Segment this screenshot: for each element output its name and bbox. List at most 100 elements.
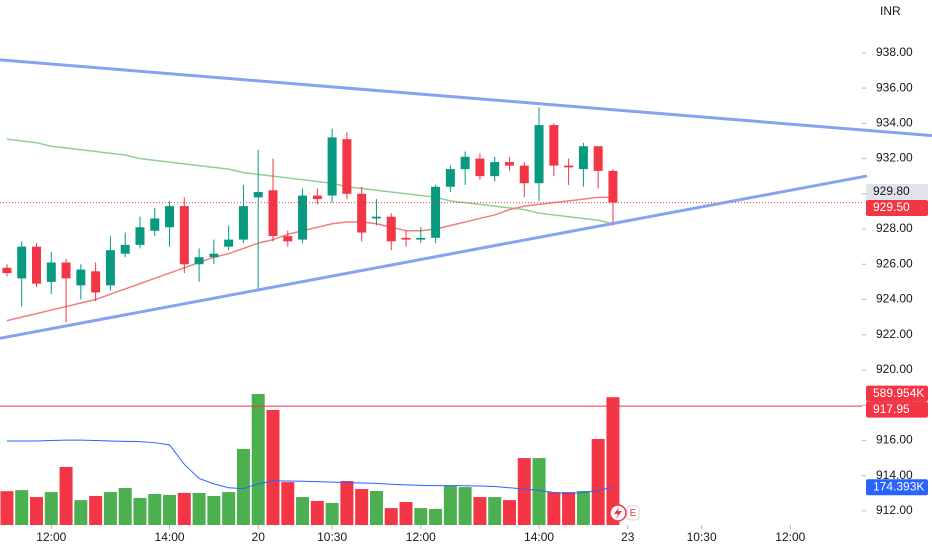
y-tick-label: 916.00 — [876, 433, 913, 447]
x-tick-label: 20 — [252, 530, 266, 544]
volume-bar — [30, 497, 44, 525]
volume-bar — [310, 500, 324, 525]
volume-bar — [606, 397, 620, 525]
candle-body — [224, 239, 234, 247]
volume-bar — [118, 487, 132, 525]
candle-body — [209, 253, 219, 258]
candle-body — [268, 190, 278, 237]
volume-bar — [502, 500, 516, 525]
candle-body — [194, 257, 204, 265]
volume-bar — [325, 502, 339, 525]
candle-body — [32, 246, 42, 284]
candle-body — [504, 162, 514, 166]
currency-label: INR — [880, 4, 901, 18]
candle-body — [593, 146, 603, 171]
candle-body — [2, 267, 12, 274]
candle-body — [519, 165, 529, 184]
volume-bar — [296, 497, 310, 525]
volume-bar — [399, 502, 413, 525]
trend-line — [0, 174, 868, 340]
volume-bar — [429, 508, 443, 525]
candle-body — [238, 206, 248, 240]
volume-bar — [192, 492, 206, 525]
volume-bar — [473, 497, 487, 525]
x-tick-label: 12:00 — [406, 530, 436, 544]
price-label-box — [866, 199, 928, 216]
x-tick-label: 10:30 — [687, 530, 717, 544]
y-tick-label: 912.00 — [876, 503, 913, 517]
x-tick-label: 23 — [621, 530, 635, 544]
candle-body — [357, 193, 367, 233]
volume-bar — [89, 495, 103, 525]
candle-body — [549, 125, 559, 166]
x-tick-label: 10:30 — [317, 530, 347, 544]
candle-body — [253, 192, 263, 198]
price-label: 174.393K — [873, 479, 924, 493]
candle-body — [76, 269, 86, 286]
volume-bar — [251, 393, 265, 525]
x-tick-label: 14:00 — [524, 530, 554, 544]
y-tick-label: 932.00 — [876, 151, 913, 165]
volume-bar — [133, 497, 147, 525]
y-tick-label: 938.00 — [876, 45, 913, 59]
volume-bar — [222, 492, 236, 525]
y-tick-label: 928.00 — [876, 221, 913, 235]
volume-bar — [384, 508, 398, 525]
candle-body — [416, 237, 426, 240]
volume-bar — [443, 486, 457, 525]
volume-bar — [44, 492, 58, 525]
volume-bar — [488, 497, 502, 525]
candle-body — [298, 195, 308, 240]
volume-bar — [562, 492, 576, 525]
price-label-box — [866, 183, 928, 200]
candle-body — [165, 206, 175, 228]
candle-body — [135, 227, 145, 245]
candle-body — [564, 165, 574, 168]
volume-ma-line — [6, 439, 614, 495]
x-tick-label: 14:00 — [155, 530, 185, 544]
candle-body — [61, 262, 71, 279]
candle-body — [179, 206, 189, 265]
candle-body — [46, 262, 56, 282]
candle-body — [150, 218, 160, 231]
moving-average-line — [6, 196, 613, 322]
y-tick-label: 924.00 — [876, 292, 913, 306]
candle-body — [91, 271, 101, 293]
volume-bar — [458, 487, 472, 525]
candle-body — [105, 250, 115, 286]
candle-body — [460, 156, 470, 170]
y-tick-label: 926.00 — [876, 256, 913, 270]
y-tick-label: 934.00 — [876, 115, 913, 129]
y-tick-label: 922.00 — [876, 327, 913, 341]
price-label: 589.954K — [873, 386, 924, 400]
price-label-box — [866, 385, 928, 402]
volume-bar — [532, 458, 546, 525]
price-label-box — [866, 401, 928, 418]
candle-body — [490, 162, 500, 177]
candle-body — [475, 158, 485, 177]
event-markers[interactable]: E — [609, 504, 640, 522]
price-label: 929.50 — [873, 200, 910, 214]
event-badge[interactable] — [626, 505, 640, 521]
candle-body — [608, 170, 618, 203]
candle-body — [120, 244, 130, 254]
candle-body — [578, 146, 588, 170]
volume-bar — [236, 448, 250, 525]
volume-bar — [414, 508, 428, 525]
price-label-box — [866, 479, 928, 496]
volume-bar — [517, 458, 531, 525]
volume-bar — [163, 494, 177, 525]
price-label: 917.95 — [873, 402, 910, 416]
volume-bar — [576, 490, 590, 525]
volume-bar — [15, 490, 29, 525]
volume-bar — [591, 439, 605, 525]
trend-line — [0, 58, 932, 138]
candle-body — [445, 169, 455, 187]
candle-body — [283, 236, 293, 242]
volume-bar — [207, 495, 221, 525]
event-icon-bolt — [614, 507, 622, 519]
y-tick-label: 914.00 — [876, 468, 913, 482]
volume-bar — [281, 482, 295, 525]
